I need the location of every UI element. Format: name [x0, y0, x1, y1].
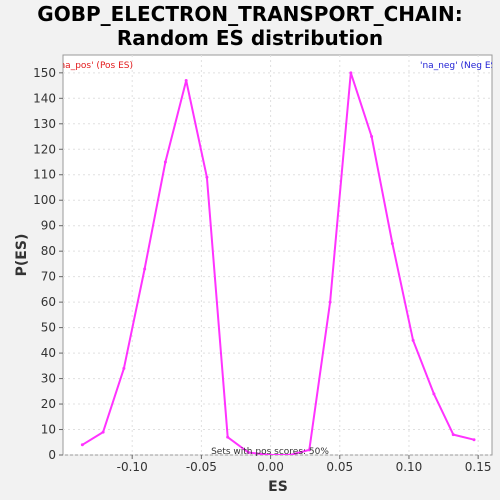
annotations: 'na_pos' (Pos ES) 'na_neg' (Neg ES) — [57, 61, 500, 71]
y-tick-label: 80 — [41, 244, 56, 258]
y-tick-label: 60 — [41, 295, 56, 309]
data-point — [80, 443, 84, 447]
data-point — [163, 160, 167, 164]
x-tick-label: 0.05 — [326, 460, 353, 474]
data-point — [143, 267, 147, 271]
y-tick-label: 0 — [48, 448, 56, 462]
y-tick-label: 20 — [41, 397, 56, 411]
series-line-0 — [81, 71, 475, 455]
data-point — [226, 435, 230, 439]
x-axis-label: ES — [268, 479, 288, 495]
y-tick-label: 100 — [33, 193, 56, 207]
pos-es-label: 'na_pos' (Pos ES) — [57, 61, 133, 71]
neg-es-label: 'na_neg' (Neg ES) — [420, 61, 500, 71]
x-tick-label: 0.10 — [396, 460, 423, 474]
y-tick-label: 30 — [41, 372, 56, 386]
data-point — [411, 338, 415, 342]
data-point — [288, 453, 292, 455]
y-tick-label: 130 — [33, 117, 56, 131]
data-point — [390, 242, 394, 246]
y-tick-label: 140 — [33, 91, 56, 105]
data-point — [328, 300, 332, 304]
y-tick-label: 50 — [41, 321, 56, 335]
data-point — [307, 448, 311, 452]
data-point — [370, 135, 374, 139]
y-tick-label: 70 — [41, 270, 56, 284]
data-point — [472, 438, 476, 442]
y-tick-label: 90 — [41, 219, 56, 233]
data-point — [122, 366, 126, 370]
pos-scores-annotation: Sets with pos scores: 50% — [211, 447, 329, 457]
y-tick-label: 10 — [41, 423, 56, 437]
data-point — [205, 175, 209, 179]
y-tick-label: 40 — [41, 346, 56, 360]
plot-area — [62, 54, 493, 456]
y-tick-label: 150 — [33, 66, 56, 80]
y-tick-label: 110 — [33, 168, 56, 182]
y-axis-label: P(ES) — [14, 234, 30, 277]
series-layer — [80, 71, 476, 455]
data-point — [349, 71, 353, 75]
x-tick-label: -0.05 — [186, 460, 217, 474]
data-point — [246, 450, 250, 454]
grid-lines — [63, 55, 492, 456]
x-tick-label: 0.00 — [257, 460, 284, 474]
data-point — [432, 392, 436, 396]
x-tick-label: -0.10 — [117, 460, 148, 474]
data-point — [101, 430, 105, 434]
data-point — [269, 453, 273, 455]
data-point — [184, 78, 188, 82]
chart-title: GOBP_ELECTRON_TRANSPORT_CHAIN: Random ES… — [0, 2, 500, 50]
axes: 0 10 20 30 40 50 60 70 80 90 100 110 120 130 140 150 -0.… — [33, 66, 491, 474]
y-tick-label: 120 — [33, 142, 56, 156]
data-point — [451, 433, 455, 437]
chart-title-line1: GOBP_ELECTRON_TRANSPORT_CHAIN: — [37, 2, 463, 26]
x-tick-label: 0.15 — [465, 460, 492, 474]
chart-title-line2: Random ES distribution — [116, 26, 384, 50]
